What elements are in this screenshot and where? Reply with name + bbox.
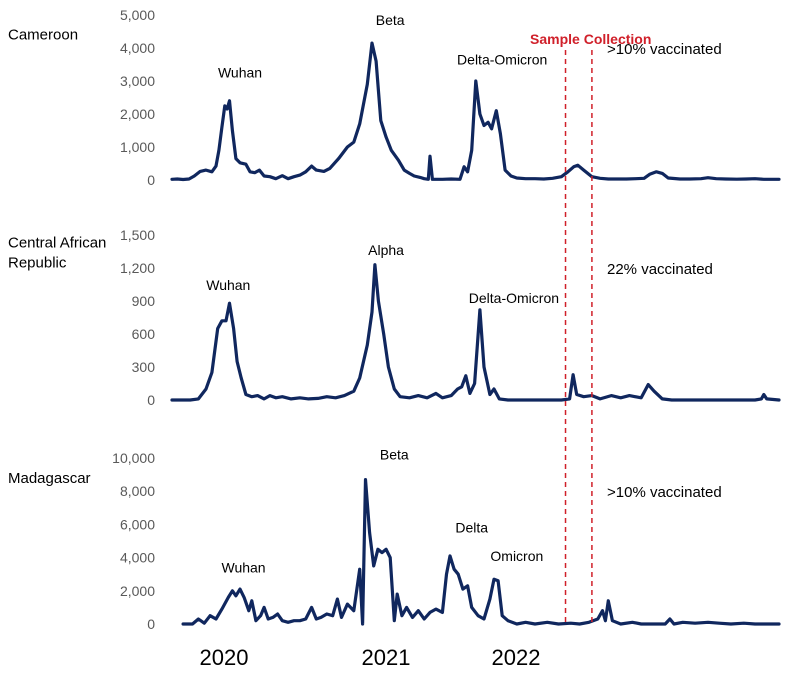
y-tick-label: 3,000 xyxy=(120,73,155,89)
y-tick-label: 1,200 xyxy=(120,260,155,276)
vaccination-note: >10% vaccinated xyxy=(607,484,722,501)
y-tick-label: 6,000 xyxy=(120,516,155,532)
country-label: Republic xyxy=(8,255,67,272)
series-line xyxy=(170,263,781,402)
country-label: Madagascar xyxy=(8,470,91,487)
series-line xyxy=(170,41,781,182)
y-tick-label: 10,000 xyxy=(112,450,155,466)
wave-label: Beta xyxy=(380,447,409,463)
wave-label: Alpha xyxy=(368,242,404,258)
y-tick-label: 5,000 xyxy=(120,7,155,23)
wave-label: Delta-Omicron xyxy=(469,290,559,306)
wave-label: Wuhan xyxy=(206,277,250,293)
y-tick-label: 900 xyxy=(132,293,156,309)
y-tick-label: 2,000 xyxy=(120,583,155,599)
series-line xyxy=(181,478,781,626)
y-tick-label: 8,000 xyxy=(120,483,155,499)
y-tick-label: 4,000 xyxy=(120,40,155,56)
wave-label: Beta xyxy=(376,12,405,28)
y-tick-label: 2,000 xyxy=(120,106,155,122)
y-tick-label: 0 xyxy=(147,616,155,632)
x-year-label: 2021 xyxy=(362,645,411,670)
country-label: Central African xyxy=(8,235,106,252)
wave-label: Wuhan xyxy=(221,560,265,576)
y-tick-label: 1,000 xyxy=(120,139,155,155)
y-tick-label: 4,000 xyxy=(120,550,155,566)
sample-collection-label: Sample Collection xyxy=(530,31,651,47)
y-tick-label: 600 xyxy=(132,326,156,342)
y-tick-label: 0 xyxy=(147,172,155,188)
vaccination-note: >10% vaccinated xyxy=(607,41,722,58)
vaccination-note: 22% vaccinated xyxy=(607,261,713,278)
x-year-label: 2020 xyxy=(200,645,249,670)
wave-label: Delta-Omicron xyxy=(457,52,547,68)
country-label: Cameroon xyxy=(8,27,78,44)
wave-label: Delta xyxy=(455,520,488,536)
y-tick-label: 0 xyxy=(147,392,155,408)
x-year-label: 2022 xyxy=(492,645,541,670)
wave-label: Wuhan xyxy=(218,65,262,81)
y-tick-label: 300 xyxy=(132,359,156,375)
wave-label: Omicron xyxy=(490,548,543,564)
y-tick-label: 1,500 xyxy=(120,227,155,243)
